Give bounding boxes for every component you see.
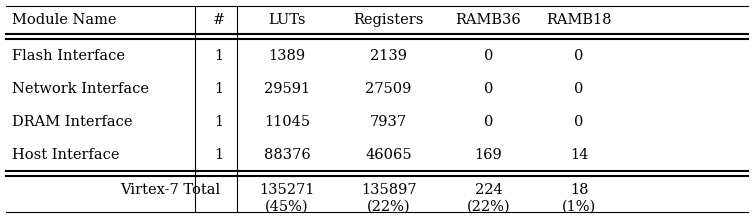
Text: 46065: 46065 (366, 148, 412, 162)
Text: 0: 0 (575, 49, 584, 63)
Text: 224: 224 (475, 183, 502, 197)
Text: 0: 0 (484, 49, 493, 63)
Text: 135271: 135271 (259, 183, 314, 197)
Text: 0: 0 (484, 82, 493, 96)
Text: 1: 1 (214, 148, 224, 162)
Text: 2139: 2139 (370, 49, 407, 63)
Text: 0: 0 (484, 115, 493, 129)
Text: (45%): (45%) (265, 200, 308, 214)
Text: 88376: 88376 (263, 148, 311, 162)
Text: (1%): (1%) (562, 200, 596, 214)
Text: 0: 0 (575, 82, 584, 96)
Text: 1: 1 (214, 115, 224, 129)
Text: Flash Interface: Flash Interface (12, 49, 125, 63)
Text: LUTs: LUTs (268, 13, 305, 27)
Text: Module Name: Module Name (12, 13, 117, 27)
Text: 7937: 7937 (370, 115, 407, 129)
Text: 1: 1 (214, 82, 224, 96)
Text: Registers: Registers (354, 13, 424, 27)
Text: 169: 169 (475, 148, 502, 162)
Text: RAMB18: RAMB18 (547, 13, 611, 27)
Text: 1: 1 (214, 49, 224, 63)
Text: 29591: 29591 (264, 82, 310, 96)
Text: 1389: 1389 (268, 49, 305, 63)
Text: 27509: 27509 (366, 82, 412, 96)
Text: Virtex-7 Total: Virtex-7 Total (120, 183, 220, 197)
Text: 135897: 135897 (361, 183, 416, 197)
Text: 18: 18 (570, 183, 588, 197)
Text: RAMB36: RAMB36 (455, 13, 522, 27)
Text: 14: 14 (570, 148, 588, 162)
Text: DRAM Interface: DRAM Interface (12, 115, 133, 129)
Text: 0: 0 (575, 115, 584, 129)
Text: (22%): (22%) (367, 200, 410, 214)
Text: Network Interface: Network Interface (12, 82, 149, 96)
Text: #: # (213, 13, 225, 27)
Text: (22%): (22%) (467, 200, 510, 214)
Text: 11045: 11045 (264, 115, 310, 129)
Text: Host Interface: Host Interface (12, 148, 120, 162)
